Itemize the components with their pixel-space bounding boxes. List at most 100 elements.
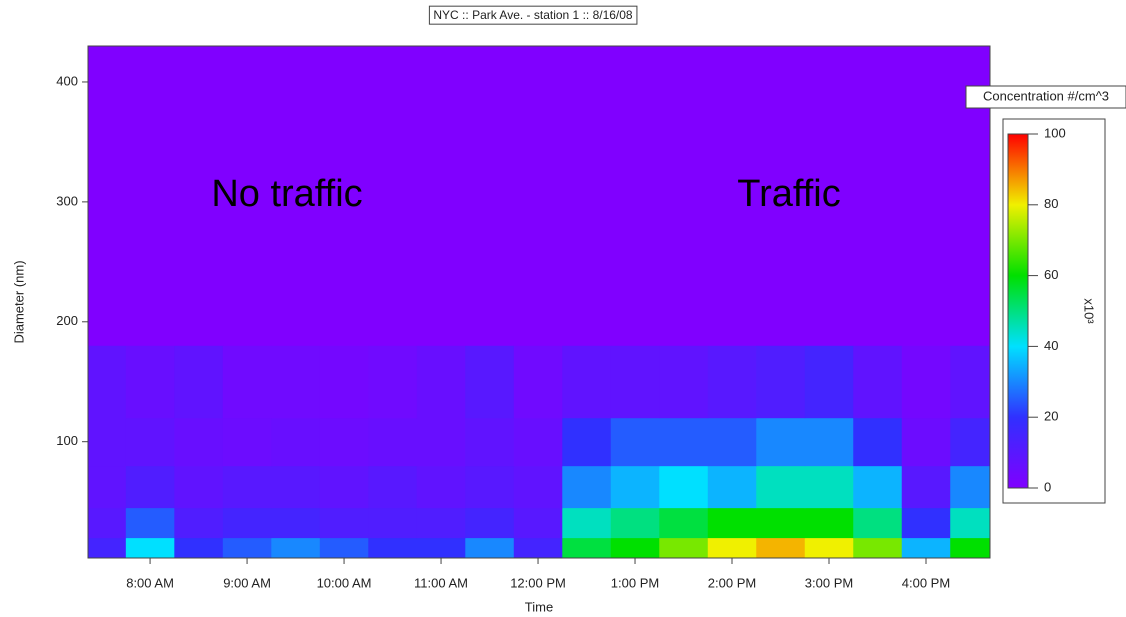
heat-cell xyxy=(756,417,806,467)
heat-cell xyxy=(174,537,224,558)
heat-cell xyxy=(707,345,757,419)
heat-cell xyxy=(901,507,951,539)
heat-cell xyxy=(853,417,903,467)
heat-cell xyxy=(222,537,272,558)
heat-cell xyxy=(416,417,466,467)
heat-cell xyxy=(804,537,854,558)
heat-cell xyxy=(853,537,903,558)
heat-cell xyxy=(513,417,563,467)
heat-cell xyxy=(513,537,563,558)
heat-cell xyxy=(610,507,660,539)
colorbar-tick-label: 20 xyxy=(1044,409,1058,424)
heat-cell xyxy=(174,465,224,509)
x-tick-label: 8:00 AM xyxy=(126,575,174,590)
heat-cell xyxy=(174,507,224,539)
heat-cell xyxy=(319,537,369,558)
heat-cell xyxy=(659,507,709,539)
x-tick-label: 9:00 AM xyxy=(223,575,271,590)
heat-cell xyxy=(465,345,515,419)
x-tick-label: 10:00 AM xyxy=(317,575,372,590)
heat-cell xyxy=(901,465,951,509)
y-tick-label: 100 xyxy=(56,433,78,448)
heat-cell xyxy=(271,507,321,539)
x-tick-label: 12:00 PM xyxy=(510,575,566,590)
heat-cell xyxy=(222,345,272,419)
colorbar-tick-label: 100 xyxy=(1044,125,1066,140)
heat-cell xyxy=(950,465,990,509)
colorbar-tick-label: 0 xyxy=(1044,479,1051,494)
heat-cell xyxy=(416,507,466,539)
y-tick-label: 200 xyxy=(56,313,78,328)
heat-cell xyxy=(901,345,951,419)
heat-cell xyxy=(319,417,369,467)
heat-cell xyxy=(950,537,990,558)
heat-cell xyxy=(271,417,321,467)
x-tick-label: 3:00 PM xyxy=(805,575,853,590)
heat-cell xyxy=(804,507,854,539)
heat-cell xyxy=(465,465,515,509)
heat-cell xyxy=(368,345,418,419)
heat-cell xyxy=(416,345,466,419)
x-tick-label: 11:00 AM xyxy=(414,575,468,590)
heat-cell xyxy=(610,537,660,558)
heat-cell xyxy=(222,417,272,467)
heat-cell xyxy=(562,537,612,558)
x-tick-label: 2:00 PM xyxy=(708,575,756,590)
heat-cell xyxy=(368,507,418,539)
heat-cell xyxy=(707,465,757,509)
x-tick-label: 1:00 PM xyxy=(611,575,659,590)
heat-cell xyxy=(465,417,515,467)
x-tick-label: 4:00 PM xyxy=(902,575,950,590)
heat-cell xyxy=(319,507,369,539)
heat-cell xyxy=(562,507,612,539)
annotation: Traffic xyxy=(737,173,840,215)
heat-cell xyxy=(804,417,854,467)
heat-cell xyxy=(853,345,903,419)
heatmap xyxy=(88,345,990,558)
colorbar-title: Concentration #/cm^3 xyxy=(983,88,1109,103)
heat-cell xyxy=(901,537,951,558)
colorbar-tick-label: 40 xyxy=(1044,338,1058,353)
annotation: No traffic xyxy=(211,173,362,215)
heat-cell xyxy=(271,345,321,419)
heat-cell xyxy=(271,465,321,509)
colorbar-title-box xyxy=(965,85,1126,109)
y-axis-label: Diameter (nm) xyxy=(11,260,26,343)
heat-cell xyxy=(125,507,175,539)
heat-cell xyxy=(756,537,806,558)
heat-cell xyxy=(465,507,515,539)
heat-cell xyxy=(950,507,990,539)
colorbar-label: x10³ xyxy=(1082,298,1097,324)
heat-cell xyxy=(368,537,418,558)
heat-cell xyxy=(804,345,854,419)
heat-cell xyxy=(88,345,127,419)
heat-cell xyxy=(659,345,709,419)
heat-cell xyxy=(853,465,903,509)
chart-title: NYC :: Park Ave. - station 1 :: 8/16/08 xyxy=(433,8,633,22)
heat-cell xyxy=(950,345,990,419)
heat-cell xyxy=(659,465,709,509)
colorbar-tick-label: 80 xyxy=(1044,196,1058,211)
title-box xyxy=(428,5,638,25)
heat-cell xyxy=(222,465,272,509)
heat-cell xyxy=(271,537,321,558)
heat-cell xyxy=(756,465,806,509)
heat-cell xyxy=(368,417,418,467)
heat-cell xyxy=(562,417,612,467)
heat-cell xyxy=(853,507,903,539)
heat-cell xyxy=(950,417,990,467)
heat-cell xyxy=(174,345,224,419)
y-tick-label: 400 xyxy=(56,73,78,88)
heat-cell xyxy=(88,465,127,509)
heat-cell xyxy=(610,465,660,509)
heat-cell xyxy=(562,345,612,419)
heat-cell xyxy=(610,417,660,467)
heat-cell xyxy=(513,465,563,509)
heat-cell xyxy=(174,417,224,467)
plot-frame xyxy=(87,45,991,559)
heat-cell xyxy=(901,417,951,467)
y-tick-label: 300 xyxy=(56,193,78,208)
heat-cell xyxy=(804,465,854,509)
heat-cell xyxy=(756,507,806,539)
